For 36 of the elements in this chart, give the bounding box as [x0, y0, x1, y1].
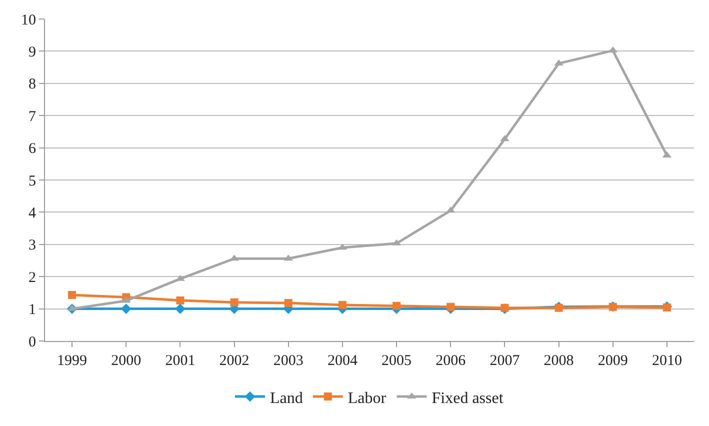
x-tick-label: 2007 [490, 353, 520, 369]
x-tick-label: 2009 [598, 353, 628, 369]
y-tick-label: 3 [28, 238, 36, 254]
x-tick-label: 2000 [111, 353, 142, 369]
x-tick-label: 2006 [436, 353, 466, 369]
y-tick-label: 0 [28, 334, 36, 350]
x-tick-label: 2008 [544, 353, 574, 369]
point [446, 302, 455, 311]
x-tick-label: 2010 [652, 353, 682, 369]
point [230, 298, 238, 306]
point [284, 299, 292, 307]
y-tick-label: 7 [28, 108, 36, 125]
y-tick-label: 6 [28, 141, 36, 158]
y-tick-label: 2 [28, 270, 36, 286]
y-tick-label: 5 [28, 173, 36, 190]
x-tick-label: 2002 [219, 353, 250, 369]
y-tick-label: 10 [21, 12, 36, 28]
x-tick-label: 2005 [382, 353, 412, 369]
legend-label: Land [270, 390, 303, 407]
point [338, 300, 346, 309]
point [176, 296, 184, 304]
y-tick-label: 8 [28, 76, 36, 93]
x-tick-label: 2004 [327, 353, 358, 369]
x-tick-label: 1999 [57, 353, 88, 369]
y-tick-label: 4 [28, 205, 36, 222]
point [392, 302, 401, 310]
point [662, 304, 671, 312]
point [175, 304, 186, 314]
x-tick-label: 2003 [273, 353, 304, 369]
point [68, 290, 76, 299]
y-tick-label: 1 [28, 302, 36, 318]
point [120, 304, 132, 314]
x-tick-label: 2001 [165, 353, 196, 369]
y-tick-label: 9 [28, 44, 36, 60]
legend-label: Labor [348, 390, 387, 407]
legend-label: Fixed asset [432, 390, 504, 407]
